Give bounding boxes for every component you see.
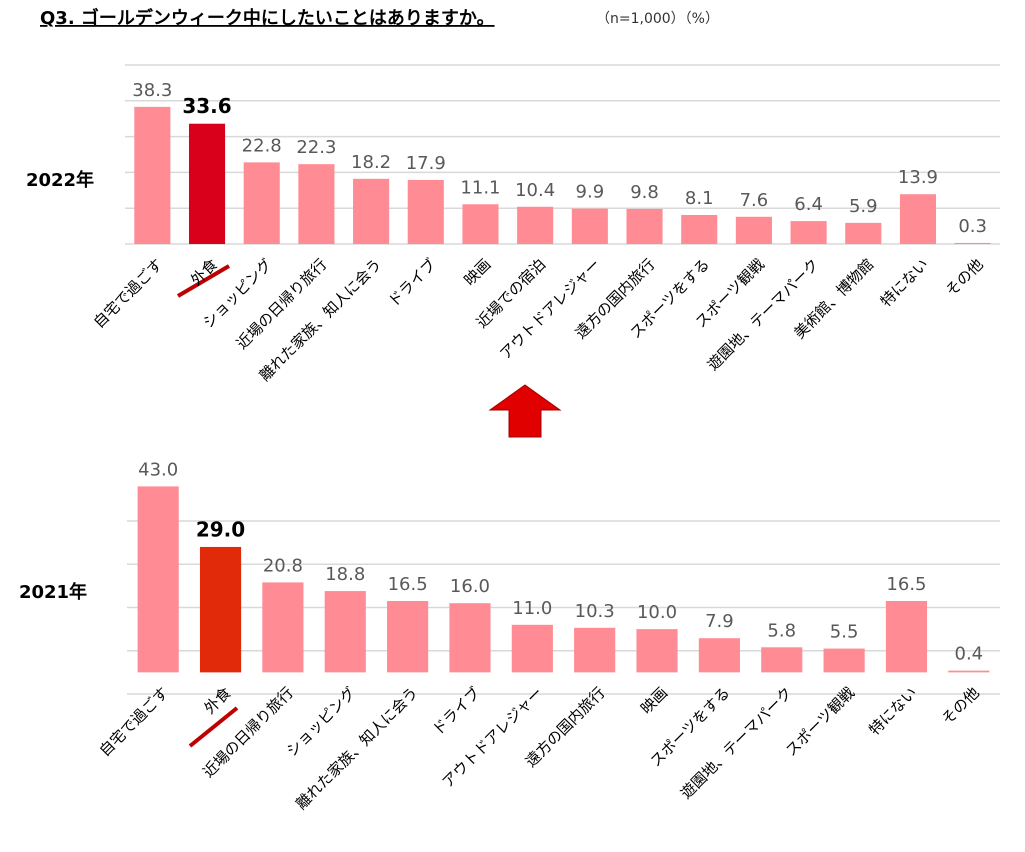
value-label: 18.8 xyxy=(325,564,365,585)
bar xyxy=(571,208,608,244)
bar xyxy=(899,194,937,244)
value-label: 7.6 xyxy=(740,190,769,211)
bar xyxy=(199,546,242,673)
value-label: 22.3 xyxy=(296,137,336,158)
value-label: 10.4 xyxy=(515,180,555,201)
bar xyxy=(324,591,366,673)
bar xyxy=(885,601,928,673)
bar xyxy=(954,242,991,244)
value-label: 5.5 xyxy=(830,622,859,643)
value-label: 29.0 xyxy=(196,517,245,541)
value-label: 0.4 xyxy=(955,644,984,665)
category-label: 特にない xyxy=(877,255,932,310)
value-label: 8.1 xyxy=(685,188,714,209)
value-label: 43.0 xyxy=(138,459,178,480)
category-label: 特にない xyxy=(865,684,920,739)
value-label: 13.9 xyxy=(898,167,938,188)
value-label: 16.5 xyxy=(388,574,428,595)
value-label: 10.3 xyxy=(575,601,615,622)
bar xyxy=(353,178,390,244)
bar xyxy=(790,221,827,244)
bar xyxy=(188,123,226,244)
bar xyxy=(698,638,740,673)
value-label: 33.6 xyxy=(182,94,231,118)
bar xyxy=(517,206,554,244)
bar xyxy=(137,486,179,673)
category-label: ドライブ xyxy=(385,255,440,310)
bar xyxy=(449,603,491,673)
bar xyxy=(134,106,171,244)
bar xyxy=(761,647,803,673)
value-label: 38.3 xyxy=(132,80,172,101)
value-label: 18.2 xyxy=(351,152,391,173)
subtitle: （n=1,000）（%） xyxy=(596,11,719,27)
category-label: 外食 xyxy=(187,255,221,289)
value-label: 6.4 xyxy=(794,194,823,215)
value-label: 11.0 xyxy=(512,598,552,619)
value-label: 20.8 xyxy=(263,555,303,576)
bar xyxy=(735,216,772,244)
category-label: 離れた家族、知人に会う xyxy=(292,684,421,813)
up-arrow xyxy=(488,384,562,438)
bar xyxy=(948,670,990,673)
value-label: 9.9 xyxy=(576,182,605,203)
bar xyxy=(407,179,444,244)
bar xyxy=(823,648,865,673)
bar xyxy=(636,629,678,673)
category-label: その他 xyxy=(942,255,987,300)
value-label: 22.8 xyxy=(242,135,282,156)
value-label: 7.9 xyxy=(705,611,734,632)
bar xyxy=(845,222,882,244)
bar xyxy=(511,624,553,673)
value-label: 17.9 xyxy=(406,153,446,174)
category-label: アウトドアレジャー xyxy=(496,255,604,363)
category-label: 遊園地、テーマパーク xyxy=(677,684,796,803)
value-label: 0.3 xyxy=(958,216,987,237)
bar xyxy=(574,627,616,673)
value-label: 5.9 xyxy=(849,196,878,217)
bar xyxy=(298,164,335,244)
category-label: 自宅で過ごす xyxy=(96,684,172,760)
bar xyxy=(243,162,280,244)
highlight-slash xyxy=(188,706,239,748)
category-label: 映画 xyxy=(461,255,495,289)
bar xyxy=(626,208,663,244)
category-label: ドライブ xyxy=(429,684,484,739)
category-label: 映画 xyxy=(637,684,671,718)
value-label: 9.8 xyxy=(630,182,659,203)
bar xyxy=(681,215,718,244)
bar xyxy=(387,601,429,673)
year-label: 2022年 xyxy=(26,169,94,191)
category-label: その他 xyxy=(938,684,983,729)
title: Q3. ゴールデンウィーク中にしたいことはありますか。 xyxy=(40,7,495,29)
category-label: 自宅で過ごす xyxy=(90,255,166,331)
bar xyxy=(262,582,304,673)
value-label: 16.0 xyxy=(450,576,490,597)
value-label: 10.0 xyxy=(637,602,677,623)
value-label: 5.8 xyxy=(767,620,796,641)
year-label: 2021年 xyxy=(19,581,87,603)
highlight-slash xyxy=(176,264,231,298)
bar xyxy=(462,204,499,244)
value-label: 16.5 xyxy=(886,574,926,595)
value-label: 11.1 xyxy=(460,177,500,198)
